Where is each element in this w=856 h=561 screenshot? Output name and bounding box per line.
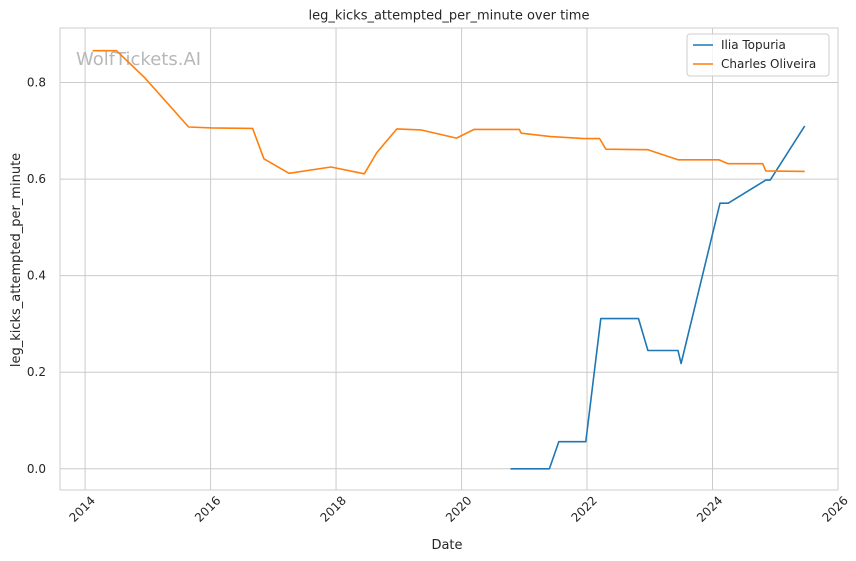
x-tick-label: 2024 [694, 493, 725, 524]
watermark: WolfTickets.AI [76, 49, 201, 70]
y-tick-label: 0.2 [27, 365, 46, 379]
x-axis-label: Date [431, 538, 462, 553]
x-tick-labels: 2014 2016 2018 2020 2022 2024 2026 [67, 493, 851, 524]
plot-area [59, 27, 839, 491]
x-tick-label: 2014 [67, 493, 98, 524]
y-tick-labels: 0.0 0.2 0.4 0.6 0.8 [27, 76, 46, 476]
x-tick-label: 2018 [317, 493, 348, 524]
series-line-charles-oliveira [92, 49, 805, 175]
chart-title: leg_kicks_attempted_per_minute over time [309, 9, 590, 24]
x-tick-label: 2020 [443, 493, 474, 524]
y-tick-label: 0.6 [27, 172, 46, 186]
series-line-ilia-topuria [510, 125, 806, 470]
y-tick-label: 0.8 [27, 76, 46, 90]
legend: Ilia Topuria Charles Oliveira [686, 33, 830, 77]
legend-label: Charles Oliveira [721, 57, 816, 71]
legend-label: Ilia Topuria [721, 38, 786, 52]
x-tick-label: 2016 [192, 493, 223, 524]
y-tick-label: 0.0 [27, 462, 46, 476]
y-axis-label: leg_kicks_attempted_per_minute [9, 153, 24, 367]
y-tick-label: 0.4 [27, 269, 46, 283]
legend-box [686, 33, 830, 77]
x-tick-label: 2026 [819, 493, 850, 524]
x-tick-label: 2022 [568, 493, 599, 524]
grid-lines [60, 28, 839, 490]
series-layer [92, 49, 806, 470]
